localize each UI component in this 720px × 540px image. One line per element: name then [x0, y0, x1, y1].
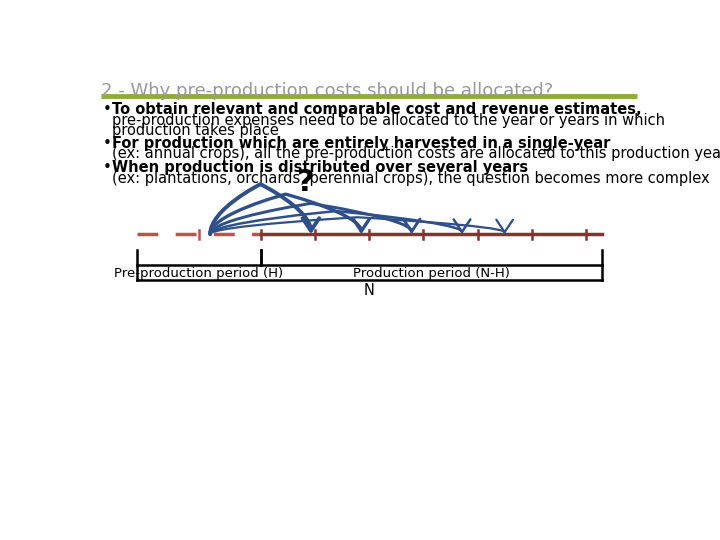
- FancyArrowPatch shape: [210, 184, 319, 234]
- Text: •: •: [102, 136, 112, 151]
- Text: When production is distributed over several years: When production is distributed over seve…: [112, 160, 528, 176]
- Text: (ex: plantations, orchards, perennial crops), the question becomes more complex: (ex: plantations, orchards, perennial cr…: [112, 171, 709, 186]
- Text: Pre-production period (H): Pre-production period (H): [114, 267, 283, 280]
- Text: Production period (N-H): Production period (N-H): [353, 267, 510, 280]
- Text: production takes place: production takes place: [112, 123, 279, 138]
- Text: ?: ?: [297, 168, 314, 197]
- Text: N: N: [364, 283, 374, 298]
- Text: To obtain relevant and comparable cost and revenue estimates,: To obtain relevant and comparable cost a…: [112, 102, 642, 117]
- FancyArrowPatch shape: [210, 194, 369, 234]
- Text: pre-production expenses need to be allocated to the year or years in which: pre-production expenses need to be alloc…: [112, 112, 665, 127]
- Text: •: •: [102, 160, 112, 176]
- FancyArrowPatch shape: [210, 217, 513, 234]
- Text: For production which are entirely harvested in a single-year: For production which are entirely harves…: [112, 136, 610, 151]
- Text: •: •: [102, 102, 112, 117]
- FancyArrowPatch shape: [210, 204, 420, 234]
- Text: (ex: annual crops), all the pre-production costs are allocated to this productio: (ex: annual crops), all the pre-producti…: [112, 146, 720, 161]
- FancyArrowPatch shape: [210, 211, 470, 234]
- Text: 2 - Why pre-production costs should be allocated?: 2 - Why pre-production costs should be a…: [101, 82, 553, 100]
